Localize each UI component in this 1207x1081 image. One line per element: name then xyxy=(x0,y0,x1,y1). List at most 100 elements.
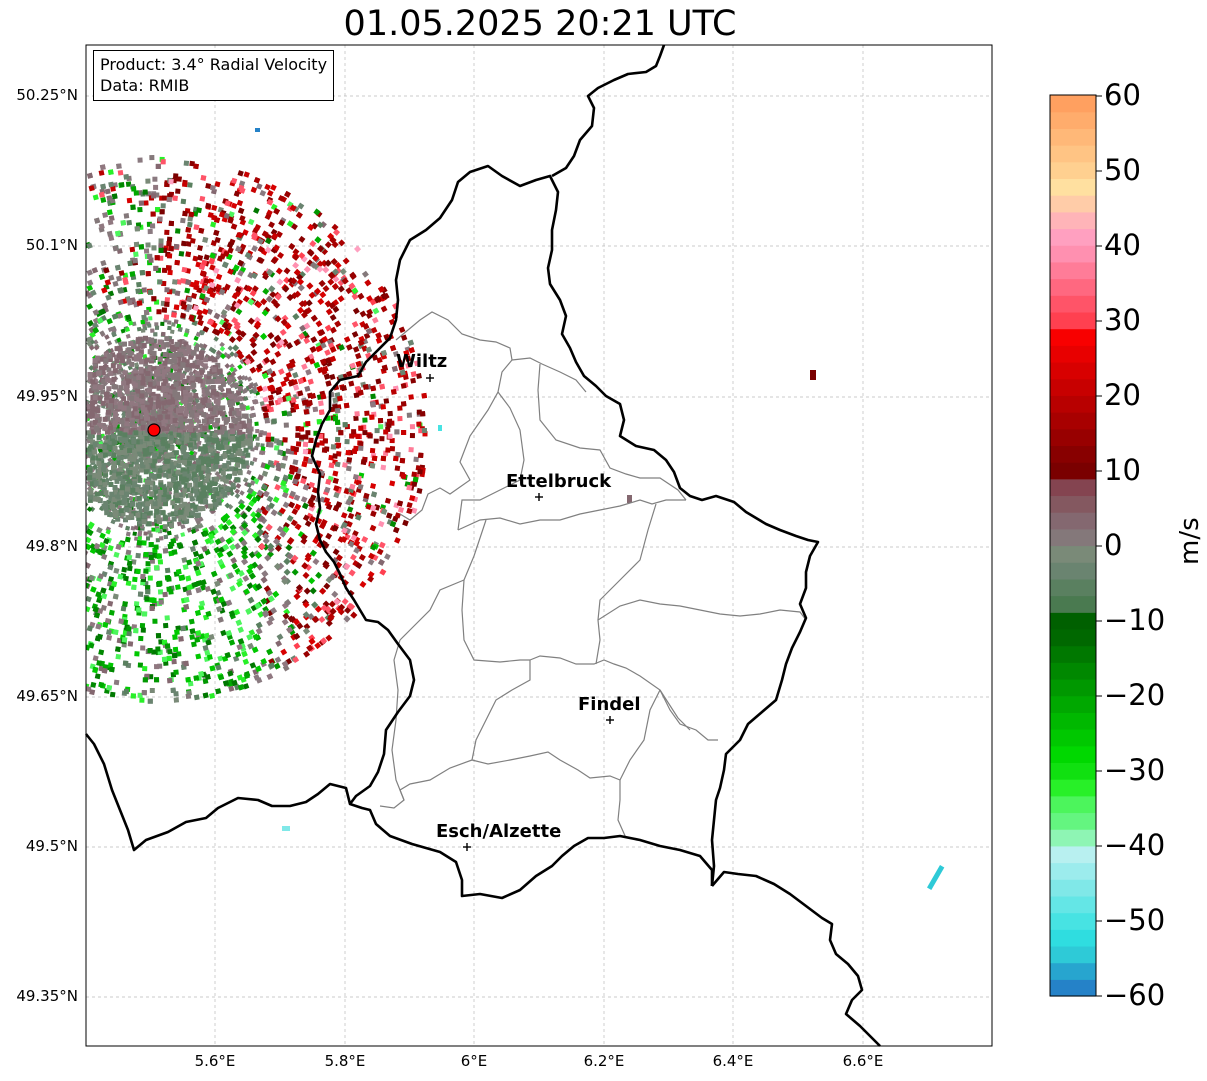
echo-cell xyxy=(130,525,136,531)
echo-cell xyxy=(199,474,205,480)
echo-cell xyxy=(239,218,247,226)
echo-cell xyxy=(318,400,324,407)
echo-cell xyxy=(420,411,426,417)
echo-cell xyxy=(126,625,132,632)
echo-cell xyxy=(141,314,147,321)
echo-cell xyxy=(343,562,351,570)
echo-cell xyxy=(141,540,147,546)
echo-cell xyxy=(300,311,308,319)
echo-cell xyxy=(263,356,271,364)
echo-cell xyxy=(291,508,299,515)
echo-cell xyxy=(100,604,107,611)
echo-cell xyxy=(300,496,308,503)
echo-cell xyxy=(203,374,209,380)
echo-cell xyxy=(134,471,140,477)
echo-cell xyxy=(162,524,168,530)
echo-cell xyxy=(227,345,234,351)
echo-cell xyxy=(101,667,108,674)
echo-cell xyxy=(399,369,406,376)
echo-cell xyxy=(282,526,290,533)
echo-cell xyxy=(273,537,281,546)
echo-cell xyxy=(304,520,312,528)
echo-cell xyxy=(305,421,311,427)
echo-cell xyxy=(144,596,150,602)
echo-cell xyxy=(393,455,399,462)
echo-cell xyxy=(125,333,131,339)
echo-cell xyxy=(113,679,120,686)
echo-cell xyxy=(154,518,160,524)
echo-cell xyxy=(145,242,151,248)
echo-cell xyxy=(145,585,151,591)
echo-cell xyxy=(260,658,268,665)
echo-cell xyxy=(90,289,97,297)
echo-cell xyxy=(354,411,360,417)
echo-cell xyxy=(123,213,130,219)
echo-cell xyxy=(145,561,151,567)
echo-cell xyxy=(216,500,222,506)
echo-cell xyxy=(198,671,205,677)
echo-cell xyxy=(286,626,294,634)
echo-cell xyxy=(86,549,89,557)
echo-cell xyxy=(308,637,316,645)
echo-cell xyxy=(353,539,361,547)
echo-cell xyxy=(345,450,351,456)
echo-cell xyxy=(303,456,309,463)
echo-cell xyxy=(210,348,217,354)
echo-cell xyxy=(255,436,260,441)
echo-cell xyxy=(296,622,304,630)
echo-cell xyxy=(147,698,153,704)
echo-cell xyxy=(175,568,182,575)
echo-cell xyxy=(309,494,317,501)
echo-cell xyxy=(209,692,216,699)
echo-cell xyxy=(86,506,93,512)
echo-cell xyxy=(186,221,193,228)
echo-cell xyxy=(266,368,274,375)
echo-cell xyxy=(329,346,337,353)
echo-cell xyxy=(166,655,172,662)
echo-cell xyxy=(250,348,258,356)
echo-cell xyxy=(139,269,146,276)
echo-cell xyxy=(314,287,322,295)
echo-cell xyxy=(148,257,154,263)
echo-cell xyxy=(380,349,388,357)
echo-cell xyxy=(400,401,407,407)
echo-cell xyxy=(413,360,421,367)
echo-cell xyxy=(374,295,382,303)
echo-cell xyxy=(397,506,405,513)
echo-cell xyxy=(104,334,110,340)
echo-cell xyxy=(213,229,220,236)
echo-cell xyxy=(301,461,308,468)
echo-cell xyxy=(108,370,114,376)
echo-cell xyxy=(161,307,168,313)
echo-cell xyxy=(89,543,97,550)
echo-cell xyxy=(365,346,373,353)
echo-cell xyxy=(358,441,364,447)
echo-cell xyxy=(133,251,139,258)
echo-cell xyxy=(95,591,102,598)
echo-cell xyxy=(270,509,278,517)
echo-cell xyxy=(292,459,299,466)
echo-cell xyxy=(340,512,348,519)
echo-cell xyxy=(389,480,396,487)
echo-cell xyxy=(229,585,237,592)
echo-cell xyxy=(170,329,175,335)
echo-cell xyxy=(338,239,346,247)
echo-cell xyxy=(98,191,105,198)
echo-cell xyxy=(122,601,128,607)
echo-cell xyxy=(273,301,281,309)
echo-cell xyxy=(215,664,222,671)
echo-cell xyxy=(399,457,406,464)
echo-cell xyxy=(272,496,280,504)
echo-cell xyxy=(195,569,202,577)
echo-cell xyxy=(216,551,224,558)
echo-cell xyxy=(209,665,216,672)
echo-cell xyxy=(319,522,326,530)
echo-cell xyxy=(203,254,210,261)
echo-cell xyxy=(416,487,423,494)
echo-cell xyxy=(417,468,423,475)
echo-cell xyxy=(333,485,340,492)
echo-cell xyxy=(155,633,162,639)
echo-cell xyxy=(229,363,235,369)
echo-cell xyxy=(197,245,203,252)
echo-cell xyxy=(171,652,178,659)
